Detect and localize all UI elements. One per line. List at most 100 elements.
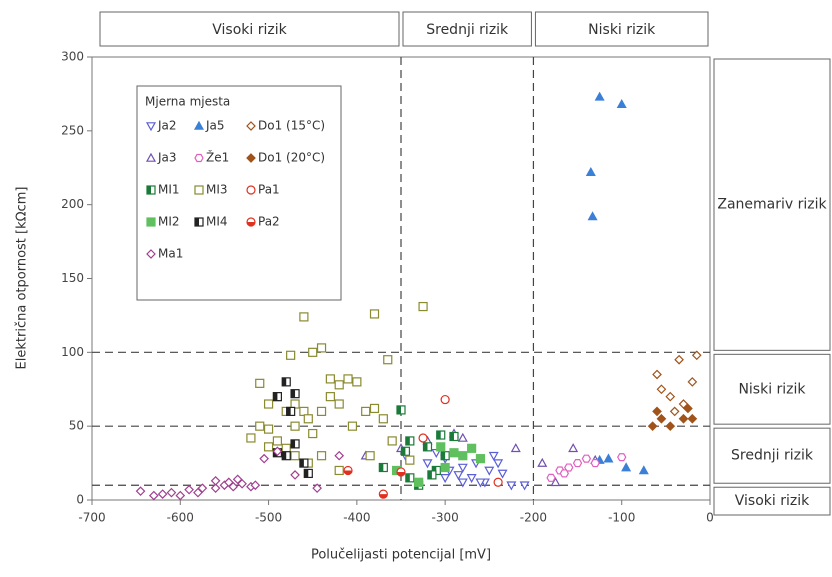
point bbox=[365, 451, 375, 461]
point-shape bbox=[365, 451, 375, 461]
point-shape bbox=[255, 421, 265, 431]
y-tick-label: 100 bbox=[61, 345, 84, 359]
point bbox=[194, 153, 204, 163]
legend-item: Ja2 bbox=[145, 119, 177, 133]
point-shape bbox=[195, 218, 199, 226]
point bbox=[396, 467, 406, 477]
point-shape bbox=[291, 439, 296, 448]
point-shape bbox=[401, 447, 406, 456]
point bbox=[228, 481, 239, 492]
point bbox=[334, 380, 344, 390]
point-shape bbox=[475, 454, 486, 464]
legend-label: MI3 bbox=[206, 183, 228, 197]
point bbox=[193, 120, 205, 130]
point bbox=[572, 459, 583, 468]
point-shape bbox=[436, 431, 441, 440]
zone-label: Niski rizik bbox=[588, 22, 656, 38]
point-shape bbox=[343, 374, 353, 384]
legend-item: Že1 bbox=[194, 150, 229, 165]
point bbox=[559, 469, 570, 478]
point-shape bbox=[344, 470, 353, 475]
series bbox=[246, 301, 428, 476]
legend-item: MI2 bbox=[146, 215, 180, 229]
y-axis-title: Električna otpornost [kΩcm] bbox=[15, 187, 30, 370]
y-tick-label: 50 bbox=[69, 419, 84, 433]
point-shape bbox=[449, 432, 454, 441]
zone-label: Niski rizik bbox=[738, 381, 806, 397]
point bbox=[347, 421, 358, 431]
point bbox=[303, 468, 313, 479]
point bbox=[194, 217, 204, 227]
point bbox=[436, 430, 446, 440]
point bbox=[343, 374, 353, 384]
legend-label: Do1 (20°C) bbox=[258, 151, 325, 165]
y-tick-label: 250 bbox=[61, 123, 84, 137]
point-shape bbox=[405, 436, 410, 445]
point bbox=[678, 413, 689, 424]
point bbox=[255, 378, 265, 388]
point-shape bbox=[418, 301, 428, 312]
point bbox=[387, 436, 397, 446]
point bbox=[281, 451, 291, 461]
point-shape bbox=[405, 455, 415, 465]
point bbox=[457, 463, 468, 473]
point bbox=[564, 463, 574, 472]
point bbox=[467, 443, 477, 453]
point bbox=[537, 457, 548, 467]
point bbox=[157, 489, 168, 499]
point bbox=[683, 403, 693, 414]
legend-item: MI3 bbox=[194, 183, 228, 197]
point-shape bbox=[441, 451, 446, 460]
series bbox=[652, 350, 702, 417]
point bbox=[334, 450, 345, 461]
point-shape bbox=[263, 424, 274, 434]
legend-label: Ja3 bbox=[157, 151, 177, 165]
point bbox=[550, 477, 561, 487]
point bbox=[361, 406, 371, 416]
legend-label: Ja5 bbox=[205, 119, 225, 133]
point bbox=[400, 446, 411, 456]
point bbox=[616, 99, 627, 109]
legend-item: Ma1 bbox=[146, 247, 183, 261]
point bbox=[652, 406, 662, 417]
point-shape bbox=[299, 312, 309, 322]
point bbox=[250, 480, 261, 491]
point-shape bbox=[290, 421, 300, 431]
x-tick-label: -700 bbox=[78, 511, 105, 525]
series bbox=[546, 453, 627, 482]
point bbox=[148, 490, 159, 501]
point-shape bbox=[379, 463, 384, 472]
legend-item: Pa2 bbox=[246, 215, 280, 229]
point bbox=[272, 392, 282, 402]
point-shape bbox=[303, 414, 313, 424]
point bbox=[674, 354, 684, 365]
point-shape bbox=[308, 428, 318, 439]
point-shape bbox=[194, 185, 204, 195]
point-shape bbox=[427, 470, 432, 479]
point-shape bbox=[378, 414, 388, 424]
point bbox=[210, 483, 221, 494]
point bbox=[308, 428, 318, 439]
point-shape bbox=[379, 494, 388, 499]
series bbox=[418, 394, 503, 487]
point bbox=[493, 459, 504, 469]
legend-title: Mjerna mjesta bbox=[145, 95, 230, 109]
point bbox=[475, 478, 486, 488]
point bbox=[652, 369, 662, 380]
point bbox=[691, 350, 702, 361]
point-shape bbox=[147, 186, 151, 194]
point bbox=[272, 436, 282, 446]
point bbox=[378, 489, 388, 499]
x-tick-label: -300 bbox=[432, 511, 459, 525]
point bbox=[146, 249, 156, 259]
point-shape bbox=[308, 347, 318, 357]
point bbox=[418, 433, 428, 443]
point-shape bbox=[334, 399, 344, 409]
point bbox=[369, 309, 380, 319]
legend-label: MI1 bbox=[158, 183, 180, 197]
point bbox=[325, 374, 335, 384]
zone-box bbox=[402, 11, 532, 47]
point bbox=[422, 442, 433, 452]
